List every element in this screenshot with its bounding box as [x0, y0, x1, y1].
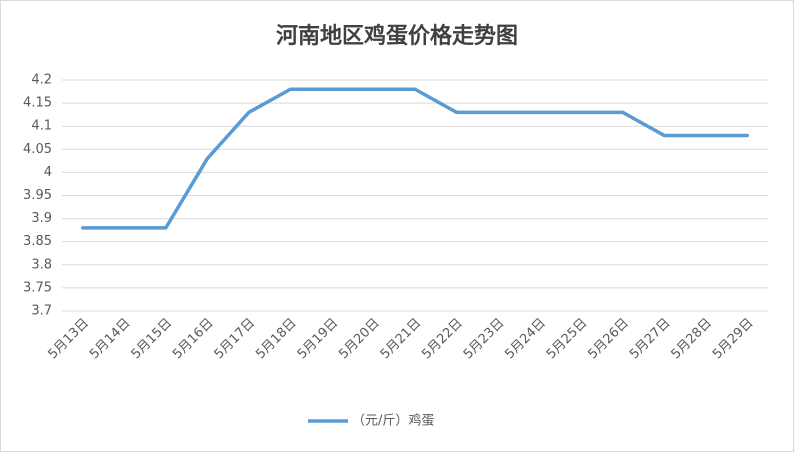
y-tick-label: 4.05 — [23, 142, 52, 157]
y-tick-label: 4.1 — [31, 119, 52, 134]
y-tick-label: 3.7 — [31, 304, 52, 319]
y-tick-label: 4.2 — [31, 73, 52, 88]
y-tick-label: 4 — [44, 165, 52, 180]
y-tick-label: 4.15 — [23, 96, 52, 111]
y-tick-label: 3.8 — [31, 257, 52, 272]
y-tick-label: 3.75 — [23, 280, 52, 295]
y-tick-label: 3.95 — [23, 188, 52, 203]
chart-title: 河南地区鸡蛋价格走势图 — [276, 23, 518, 49]
y-tick-label: 3.85 — [23, 234, 52, 249]
data-line — [81, 87, 749, 230]
legend-label: （元/斤）鸡蛋 — [352, 413, 434, 429]
y-tick-label: 3.9 — [31, 211, 52, 226]
